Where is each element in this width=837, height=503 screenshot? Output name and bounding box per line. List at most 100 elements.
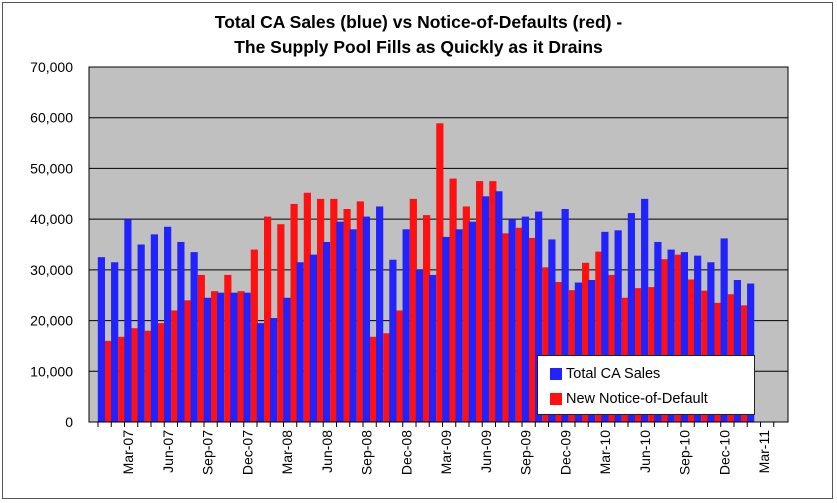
bar-total-ca-sales <box>667 249 675 422</box>
bar-total-ca-sales <box>349 229 357 422</box>
bar-total-ca-sales <box>429 274 437 422</box>
x-tick-label: Jun-08 <box>319 430 335 473</box>
bar-notice-of-default <box>515 227 523 422</box>
bar-notice-of-default <box>144 330 152 422</box>
bar-total-ca-sales <box>230 292 238 422</box>
y-tick-label: 10,000 <box>30 363 73 379</box>
x-tick-label: Mar-11 <box>756 430 772 474</box>
bar-notice-of-default <box>356 201 364 422</box>
legend-label-sales: Total CA Sales <box>566 366 661 382</box>
chart-title-line2: The Supply Pool Fills as Quickly as it D… <box>234 37 603 57</box>
bar-notice-of-default <box>423 215 431 422</box>
bar-total-ca-sales <box>296 262 304 422</box>
x-tick-label: Sep-10 <box>677 430 693 475</box>
bar-total-ca-sales <box>270 318 278 422</box>
bar-total-ca-sales <box>733 280 741 422</box>
bar-total-ca-sales <box>177 241 185 422</box>
bar-total-ca-sales <box>137 244 145 422</box>
bar-notice-of-default <box>131 328 139 422</box>
bar-notice-of-default <box>343 209 351 422</box>
legend: Total CA Sales New Notice-of-Default <box>537 355 755 415</box>
y-tick-label: 70,000 <box>30 59 73 75</box>
bar-notice-of-default <box>211 291 219 422</box>
bar-notice-of-default <box>595 251 603 422</box>
x-tick-label: Mar-07 <box>120 430 136 475</box>
bar-total-ca-sales <box>482 196 490 422</box>
bar-notice-of-default <box>502 233 510 422</box>
bar-notice-of-default <box>250 249 258 422</box>
y-tick-label: 20,000 <box>30 313 73 329</box>
bar-total-ca-sales <box>442 236 450 422</box>
bar-total-ca-sales <box>561 209 569 422</box>
bar-notice-of-default <box>409 198 417 422</box>
bar-total-ca-sales <box>495 191 503 422</box>
y-tick-label: 50,000 <box>30 160 73 176</box>
legend-swatch-sales <box>550 368 562 380</box>
bar-notice-of-default <box>277 224 285 422</box>
bar-notice-of-default <box>648 287 656 422</box>
x-tick-label: Sep-07 <box>200 430 216 475</box>
bar-total-ca-sales <box>680 252 688 422</box>
bar-total-ca-sales <box>415 269 423 422</box>
bar-notice-of-default <box>688 279 696 422</box>
x-tick-label: Sep-09 <box>518 430 534 475</box>
bar-total-ca-sales <box>601 231 609 422</box>
bar-notice-of-default <box>158 323 166 422</box>
bar-total-ca-sales <box>747 283 755 422</box>
bar-notice-of-default <box>118 336 126 422</box>
bar-total-ca-sales <box>508 219 516 422</box>
legend-label-nod: New Notice-of-Default <box>566 391 708 407</box>
legend-swatch-nod <box>550 393 562 405</box>
bar-total-ca-sales <box>614 230 622 422</box>
x-tick-label: Mar-08 <box>279 430 295 475</box>
bar-total-ca-sales <box>362 216 370 422</box>
bar-total-ca-sales <box>535 211 543 422</box>
x-tick-label: Jun-09 <box>478 430 494 473</box>
bar-notice-of-default <box>197 274 205 422</box>
y-tick-label: 30,000 <box>30 262 73 278</box>
chart-title: Total CA Sales (blue) vs Notice-of-Defau… <box>0 10 837 60</box>
bar-total-ca-sales <box>256 323 264 422</box>
bar-notice-of-default <box>303 192 311 422</box>
bar-notice-of-default <box>542 267 550 422</box>
x-tick-label: Mar-09 <box>438 430 454 475</box>
bar-total-ca-sales <box>694 255 702 422</box>
x-tick-label: Dec-08 <box>398 430 414 475</box>
x-axis: Mar-07 Jun-07 Sep-07 Dec-07 Mar-08 Jun-08 Sep-… <box>89 421 788 475</box>
bar-total-ca-sales <box>548 239 556 422</box>
bar-total-ca-sales <box>402 229 410 422</box>
bar-total-ca-sales <box>217 292 225 422</box>
x-tick-label: Dec-10 <box>716 430 732 475</box>
bar-total-ca-sales <box>309 254 317 422</box>
bar-total-ca-sales <box>707 262 715 422</box>
bar-total-ca-sales <box>97 257 105 422</box>
bar-total-ca-sales <box>720 238 728 422</box>
bar-notice-of-default <box>370 336 378 422</box>
bar-notice-of-default <box>317 198 325 422</box>
bar-total-ca-sales <box>111 262 119 422</box>
bar-total-ca-sales <box>627 213 635 422</box>
y-axis-ticks: 0 10,000 20,000 30,000 40,000 50,000 60,000 70,… <box>30 59 73 430</box>
bar-total-ca-sales <box>521 216 529 422</box>
bar-total-ca-sales <box>336 221 344 422</box>
bar-total-ca-sales <box>283 297 291 422</box>
bar-total-ca-sales <box>150 234 158 422</box>
bar-notice-of-default <box>184 300 192 422</box>
x-tick-label: Mar-10 <box>597 430 613 475</box>
bar-total-ca-sales <box>654 241 662 422</box>
bar-notice-of-default <box>555 282 563 422</box>
bar-notice-of-default <box>171 310 179 422</box>
bar-notice-of-default <box>489 181 497 422</box>
bar-notice-of-default <box>105 340 113 422</box>
legend-item-nod: New Notice-of-Default <box>550 389 708 409</box>
x-tick-label: Sep-08 <box>359 430 375 475</box>
bar-total-ca-sales <box>203 297 211 422</box>
bar-notice-of-default <box>436 123 444 422</box>
bar-notice-of-default <box>396 310 404 422</box>
bar-total-ca-sales <box>468 221 476 422</box>
bar-notice-of-default <box>449 178 457 422</box>
bar-notice-of-default <box>383 333 391 422</box>
y-tick-label: 60,000 <box>30 110 73 126</box>
bar-notice-of-default <box>674 254 682 422</box>
